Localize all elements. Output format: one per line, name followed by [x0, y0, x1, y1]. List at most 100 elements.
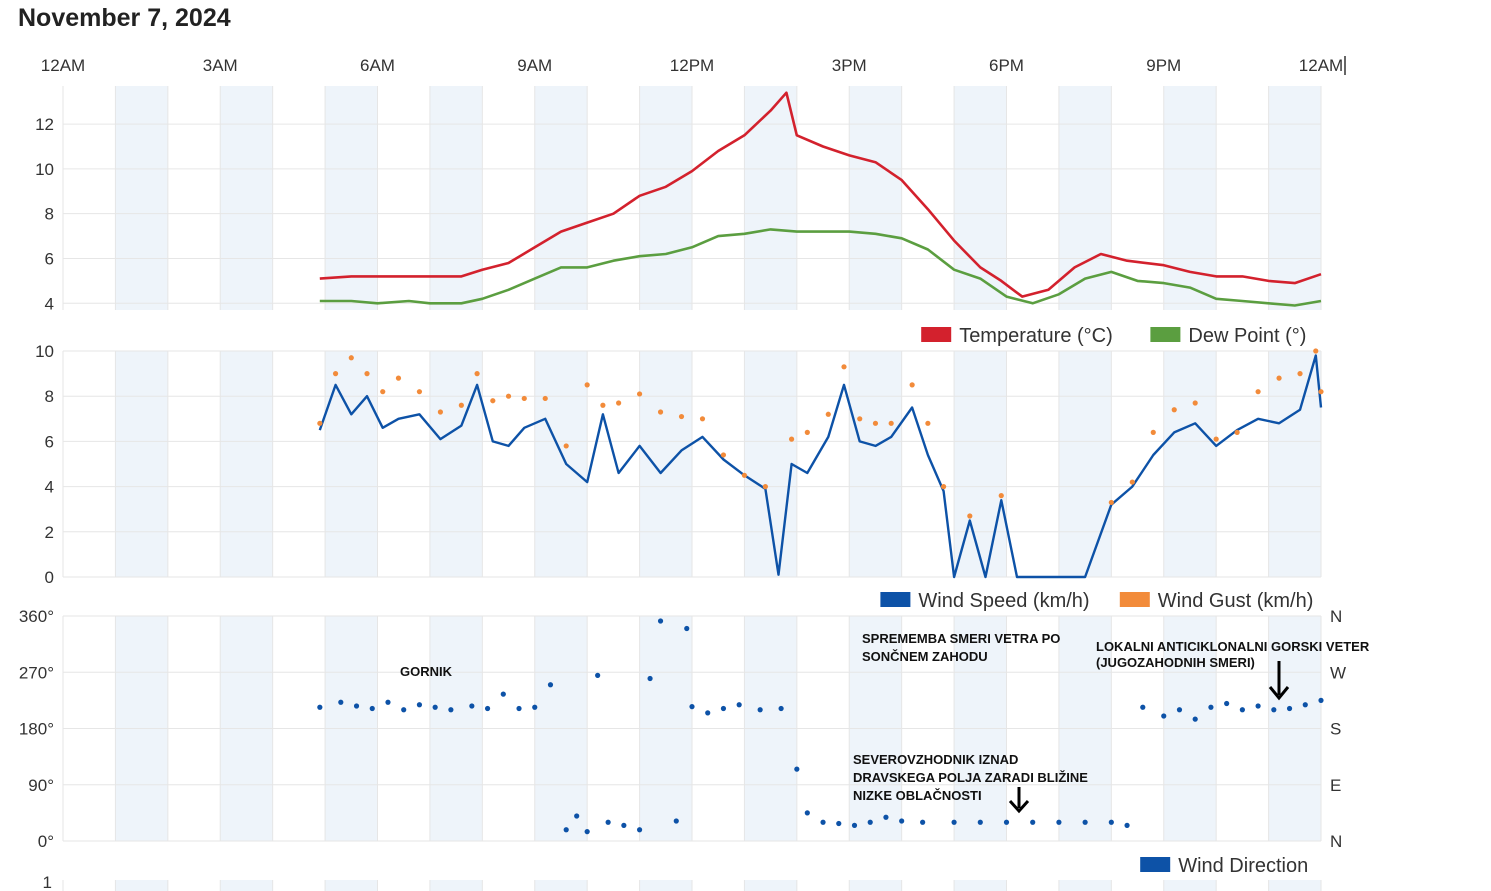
series-line	[318, 354, 1323, 579]
data-point	[941, 484, 947, 490]
hour-band	[639, 880, 692, 891]
hour-band	[1268, 86, 1321, 310]
data-point	[338, 699, 344, 705]
data-point	[364, 371, 370, 377]
data-point	[1213, 436, 1219, 442]
x-tick-label: 3AM	[203, 56, 238, 75]
annotation-sunset-line1: SPREMEMBA SMERI VETRA PO	[862, 631, 1060, 646]
data-point	[778, 705, 784, 712]
data-point	[804, 810, 810, 816]
y-tick-label: 8	[45, 205, 54, 224]
hour-band	[1058, 351, 1112, 577]
y-tick-label: 270°	[19, 663, 54, 682]
data-point	[584, 829, 590, 835]
data-point	[584, 382, 590, 388]
data-point	[1129, 479, 1135, 485]
data-point	[899, 818, 905, 824]
data-point	[1286, 705, 1293, 712]
data-point	[1208, 704, 1214, 710]
grid-lines	[62, 86, 1322, 891]
y-tick-label: 6	[45, 249, 54, 268]
series-wind-speed-km-h-	[318, 354, 1323, 579]
data-point	[490, 398, 496, 404]
data-point	[1192, 716, 1198, 722]
data-point	[1176, 707, 1183, 713]
data-point	[605, 819, 611, 825]
data-point	[563, 443, 569, 449]
hour-band	[744, 351, 797, 577]
hour-band	[325, 880, 378, 891]
data-point	[1056, 819, 1062, 825]
data-point	[1108, 499, 1114, 506]
annotation-ne-line3: NIZKE OBLAČNOSTI	[853, 788, 982, 803]
legend-swatch	[1140, 857, 1171, 872]
data-point	[647, 675, 653, 682]
data-point	[1271, 707, 1277, 713]
data-point	[851, 822, 858, 828]
data-point	[689, 704, 695, 710]
hour-band	[1163, 86, 1217, 310]
data-point	[1108, 819, 1114, 825]
data-point	[788, 436, 795, 442]
page-title: November 7, 2024	[18, 4, 231, 32]
data-point	[888, 420, 894, 426]
hour-band	[325, 86, 378, 310]
data-point	[977, 819, 983, 825]
hour-band	[534, 351, 588, 577]
data-point	[794, 766, 800, 772]
data-point	[1318, 389, 1324, 395]
y-tick-label: 0°	[38, 832, 54, 851]
data-point	[369, 705, 375, 712]
hour-band	[220, 880, 273, 891]
data-point	[532, 704, 538, 710]
legend-label: Wind Speed (km/h)	[918, 590, 1089, 612]
data-point	[385, 699, 391, 705]
hour-band	[954, 880, 1007, 891]
y-tick-label: 10	[35, 160, 54, 179]
data-point	[563, 827, 569, 833]
y-tick-label: 2	[45, 523, 54, 542]
hour-band	[220, 86, 273, 310]
data-point	[920, 819, 926, 825]
series-layer	[317, 91, 1324, 835]
hour-bands	[115, 86, 1321, 891]
data-point	[332, 371, 339, 377]
hour-band	[849, 86, 902, 310]
data-point	[500, 691, 506, 697]
data-point	[684, 625, 690, 632]
series-dew-point-	[319, 228, 1322, 307]
data-point	[825, 411, 831, 417]
annotation-anticyclonic-line2: (JUGOZAHODNIH SMERI)	[1096, 655, 1255, 670]
annotation-gornik: GORNIK	[400, 664, 453, 679]
x-tick-label: 12AM	[41, 56, 85, 75]
hour-band	[1163, 880, 1217, 891]
hour-band	[115, 351, 168, 577]
data-point	[720, 705, 727, 712]
hour-band	[429, 880, 483, 891]
legend-label: Wind Direction	[1178, 855, 1308, 877]
data-point	[1255, 703, 1261, 709]
hour-band	[1058, 86, 1112, 310]
data-point	[951, 819, 957, 825]
data-point	[1297, 371, 1303, 377]
data-point	[621, 822, 627, 828]
data-point	[616, 400, 622, 406]
hour-band	[849, 351, 902, 577]
hour-band	[220, 351, 273, 577]
data-point	[967, 513, 973, 519]
y-tick-label-right: S	[1330, 720, 1341, 739]
x-tick-label: 12PM	[670, 56, 714, 75]
legend-swatch	[1119, 592, 1150, 607]
data-point	[1239, 707, 1245, 713]
x-tick-label: 9PM	[1146, 56, 1181, 75]
y-tick-label-right: N	[1330, 832, 1342, 851]
arrow-down-icon	[1008, 787, 1030, 814]
data-point	[547, 682, 554, 688]
data-point	[1003, 819, 1010, 825]
legend-swatch	[921, 327, 952, 342]
data-point	[657, 409, 664, 415]
legend-label: Temperature (°C)	[959, 325, 1113, 347]
hour-band	[1163, 351, 1217, 577]
data-point	[416, 389, 423, 395]
data-point	[542, 395, 548, 402]
